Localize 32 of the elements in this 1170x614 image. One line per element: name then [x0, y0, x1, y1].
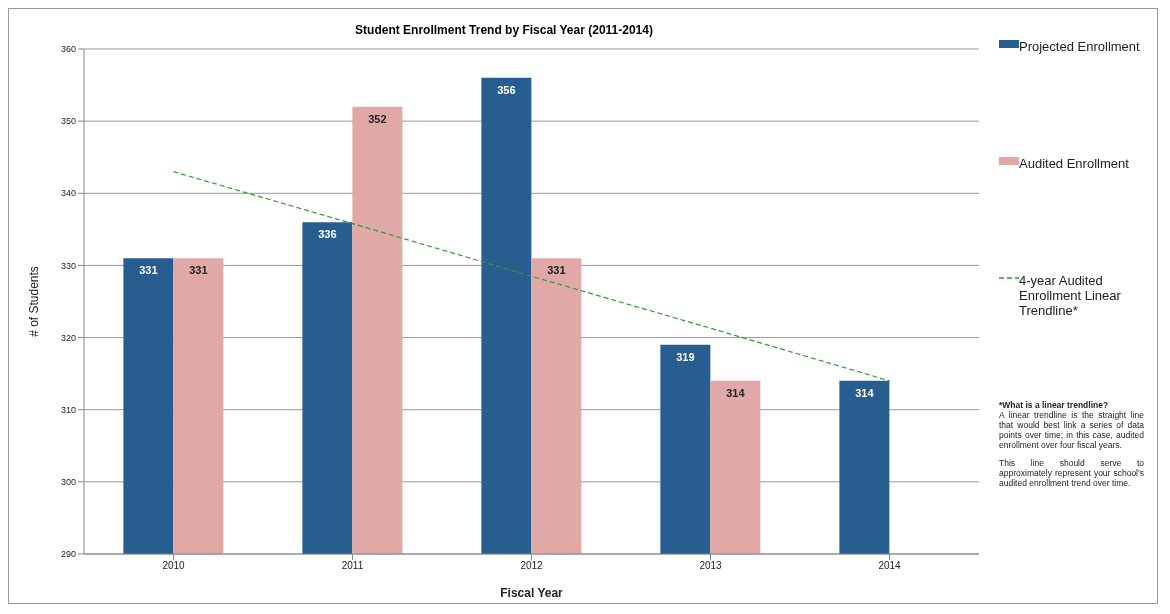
data-label: 331 [139, 264, 158, 277]
data-label: 319 [676, 350, 695, 363]
legend-label: Projected Enrollment [1019, 39, 1140, 54]
data-label: 331 [189, 264, 208, 277]
legend-label: 4-year Audited Enrollment Linear Trendline* [1019, 273, 1122, 318]
line-series [172, 171, 891, 382]
y-tick-label: 310 [60, 404, 76, 415]
y-tick-label: 290 [60, 549, 76, 560]
y-axis-title: # of Students [27, 266, 42, 337]
y-tick-label: 320 [60, 332, 76, 343]
chart-title: Student Enrollment Trend by Fiscal Year (2011-2014) [354, 23, 654, 37]
x-tick-label: 2013 [699, 560, 723, 572]
y-tick-label: 360 [60, 44, 76, 55]
text: This line should serve to approximately represent your school’s audited enrollment trend over time. [999, 458, 1144, 488]
x-tick-label: 2014 [878, 560, 902, 572]
data-label: 314 [726, 386, 746, 399]
data-label: 336 [318, 227, 337, 240]
y-tick-label: 340 [60, 188, 76, 199]
x-tick-label: 2011 [341, 560, 364, 572]
data-label: 352 [368, 112, 387, 125]
x-tick-label: 2010 [162, 560, 186, 572]
x-axis-title: Fiscal Year [500, 586, 564, 600]
data-label: 331 [547, 264, 566, 277]
text: A linear trendline is the straight line that would best link a series of data points over time; in this case, audited enrollment over four fiscal years. [999, 410, 1144, 450]
legend-label: Audited Enrollment [1019, 156, 1129, 171]
text: *What is a linear trendline? [999, 400, 1110, 410]
y-tick-label: 350 [60, 116, 76, 127]
y-tick-label: 330 [60, 260, 76, 271]
data-label: 356 [497, 83, 516, 96]
x-tick-label: 2012 [520, 560, 544, 572]
y-tick-label: 300 [60, 477, 76, 488]
data-label: 314 [855, 386, 875, 399]
